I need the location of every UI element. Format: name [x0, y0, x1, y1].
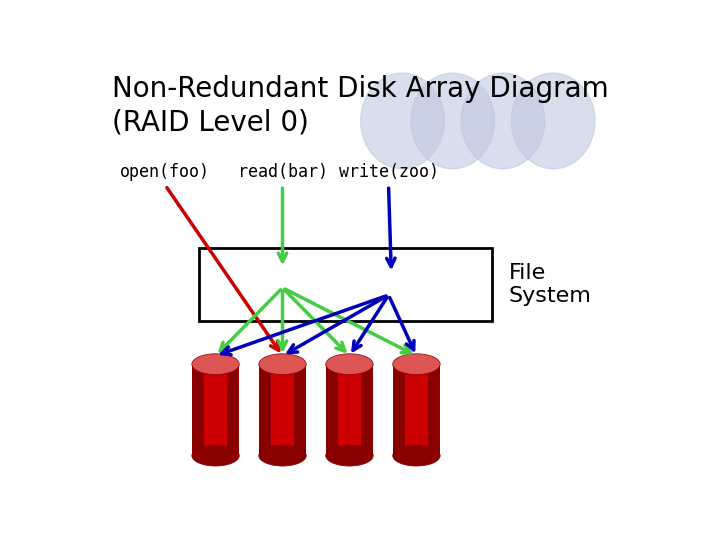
Bar — [192, 364, 204, 456]
Bar — [258, 364, 306, 456]
Ellipse shape — [392, 446, 440, 466]
Ellipse shape — [325, 446, 373, 466]
Polygon shape — [294, 364, 306, 456]
Text: open(foo): open(foo) — [120, 163, 210, 181]
Polygon shape — [361, 364, 373, 456]
Polygon shape — [325, 364, 338, 456]
Polygon shape — [428, 364, 440, 456]
Polygon shape — [228, 364, 239, 456]
Bar — [325, 364, 338, 456]
Bar — [325, 364, 373, 456]
Ellipse shape — [461, 73, 545, 168]
Ellipse shape — [411, 73, 495, 168]
Polygon shape — [192, 364, 204, 456]
Text: read(bar): read(bar) — [238, 163, 328, 181]
Bar — [392, 364, 405, 456]
Ellipse shape — [511, 73, 595, 168]
Ellipse shape — [192, 446, 239, 466]
Polygon shape — [258, 364, 271, 456]
Text: Non-Redundant Disk Array Diagram
(RAID Level 0): Non-Redundant Disk Array Diagram (RAID L… — [112, 75, 609, 137]
Bar — [294, 364, 306, 456]
Ellipse shape — [325, 354, 373, 375]
Bar — [258, 364, 271, 456]
Bar — [361, 364, 373, 456]
Text: File
System: File System — [508, 262, 591, 306]
Ellipse shape — [361, 73, 444, 168]
Ellipse shape — [192, 354, 239, 375]
Ellipse shape — [258, 446, 306, 466]
Bar — [192, 364, 239, 456]
Ellipse shape — [392, 354, 440, 375]
Bar — [199, 248, 492, 321]
Bar — [228, 364, 239, 456]
Ellipse shape — [258, 354, 306, 375]
Text: write(zoo): write(zoo) — [338, 163, 438, 181]
Polygon shape — [392, 364, 405, 456]
Bar — [392, 364, 440, 456]
Bar — [428, 364, 440, 456]
